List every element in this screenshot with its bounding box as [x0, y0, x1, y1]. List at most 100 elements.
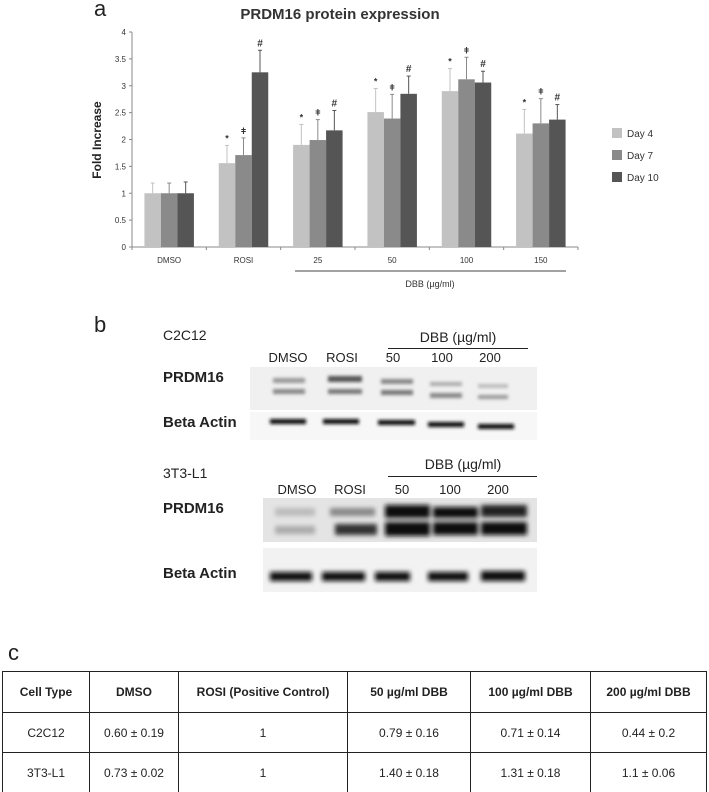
significance-marker: *: [523, 97, 527, 107]
western-blot-images: [250, 367, 537, 592]
x-tick-label: 50: [388, 256, 397, 265]
bar: [474, 82, 492, 248]
bar: [516, 133, 533, 247]
protein-label: PRDM16: [163, 369, 224, 386]
y-tick-label: 2: [122, 136, 127, 145]
dbb-line: [388, 348, 528, 349]
bar: [441, 91, 459, 247]
legend-label: Day 7: [627, 151, 654, 162]
column-header: 100 µg/ml DBB: [470, 671, 591, 713]
significance-marker: ǂ: [315, 108, 320, 118]
bar: [218, 163, 236, 247]
lane-label: ROSI: [326, 350, 358, 365]
bar: [458, 79, 475, 247]
column-header: Cell Type: [2, 671, 90, 713]
x-tick-label: DMSO: [157, 256, 181, 265]
table-cell: 1.1 ± 0.06: [590, 752, 707, 792]
bar-chart: PRDM16 protein expression Fold Increase …: [90, 6, 659, 289]
x-tick-label: 150: [534, 256, 548, 265]
y-axis-label: Fold Increase: [90, 101, 104, 179]
bar: [326, 130, 343, 247]
protein-label: Beta Actin: [163, 565, 237, 582]
bar: [532, 123, 550, 247]
significance-marker: *: [448, 57, 452, 67]
table-cell: 0.60 ± 0.19: [89, 712, 179, 753]
table-cell: 1.40 ± 0.18: [347, 752, 471, 792]
significance-marker: *: [374, 76, 378, 86]
lane-label: DMSO: [268, 350, 308, 365]
significance-marker: ǂ: [390, 82, 395, 92]
y-tick-label: 4: [122, 28, 127, 37]
y-tick-label: 3.5: [115, 55, 127, 64]
panel-label-a: a: [94, 0, 107, 21]
chart-title: PRDM16 protein expression: [240, 6, 439, 23]
lane-label: 100: [439, 482, 461, 497]
quantification-table: Cell Type DMSO ROSI (Positive Control) 5…: [2, 671, 707, 792]
table-cell: C2C12: [2, 712, 90, 753]
table-cell: 1: [178, 752, 348, 792]
table-cell: 1.31 ± 0.18: [470, 752, 591, 792]
y-tick-label: 1: [122, 189, 127, 198]
bar: [383, 118, 401, 247]
table-cell: 0.79 ± 0.16: [347, 712, 471, 753]
dbb-line: [388, 476, 537, 477]
lane-label: 50: [385, 350, 401, 365]
legend-label: Day 10: [627, 173, 659, 184]
legend-swatch: [612, 150, 622, 160]
significance-marker: #: [555, 93, 561, 104]
cell-line-label: 3T3-L1: [163, 465, 208, 481]
bar: [309, 140, 327, 247]
table-cell: 0.73 ± 0.02: [89, 752, 179, 792]
y-tick-label: 1.5: [115, 162, 127, 171]
significance-marker: #: [257, 38, 263, 49]
column-header: 200 µg/ml DBB: [590, 671, 707, 713]
legend-label: Day 4: [627, 129, 654, 140]
table-row: 3T3-L1 0.73 ± 0.02 1 1.40 ± 0.18 1.31 ± …: [2, 752, 707, 792]
table-cell: 1: [178, 712, 348, 753]
column-header: 50 µg/ml DBB: [347, 671, 471, 713]
dbb-label: DBB (µg/ml): [419, 329, 497, 345]
lane-label: 200: [487, 482, 509, 497]
lane-label: 100: [431, 350, 453, 365]
significance-marker: #: [480, 59, 486, 70]
dbb-label: DBB (µg/ml): [424, 456, 502, 472]
bar: [367, 112, 384, 248]
column-header: DMSO: [89, 671, 179, 713]
x-tick-label: 100: [460, 256, 474, 265]
lane-label: DMSO: [277, 482, 317, 497]
table-cell: 3T3-L1: [2, 752, 90, 792]
cell-line-label: C2C12: [163, 327, 207, 343]
y-tick-label: 2.5: [115, 109, 127, 118]
y-tick-label: 3: [122, 82, 127, 91]
significance-marker: ǂ: [538, 87, 543, 97]
y-tick-label: 0.5: [115, 216, 127, 225]
x-tick-label: ROSI: [234, 256, 254, 265]
dbb-group-label: DBB (µg/ml): [405, 279, 454, 289]
bar: [400, 93, 417, 247]
table-header-row: Cell Type DMSO ROSI (Positive Control) 5…: [2, 671, 707, 713]
significance-marker: ǂ: [241, 126, 246, 136]
table-cell: 0.71 ± 0.14: [470, 712, 591, 753]
protein-label: PRDM16: [163, 500, 224, 517]
bar: [235, 155, 252, 247]
bar: [177, 193, 194, 247]
table-cell: 0.44 ± 0.2: [590, 712, 707, 753]
protein-label: Beta Actin: [163, 414, 237, 431]
significance-marker: *: [300, 112, 304, 122]
lane-label: 200: [479, 350, 501, 365]
bar: [251, 72, 269, 247]
blot-3t3-actin: [263, 548, 537, 592]
bar: [293, 144, 310, 247]
lane-label: ROSI: [334, 482, 366, 497]
legend-swatch: [612, 128, 622, 138]
y-tick-label: 0: [122, 243, 127, 252]
panel-label-c: c: [8, 640, 19, 665]
bar: [549, 119, 566, 247]
bar: [144, 193, 161, 247]
column-header: ROSI (Positive Control): [178, 671, 348, 713]
x-tick-label: 25: [313, 256, 322, 265]
blot-c2c12-prdm16: [250, 367, 537, 410]
table-row: C2C12 0.60 ± 0.19 1 0.79 ± 0.16 0.71 ± 0…: [2, 712, 707, 753]
significance-marker: #: [406, 64, 412, 75]
